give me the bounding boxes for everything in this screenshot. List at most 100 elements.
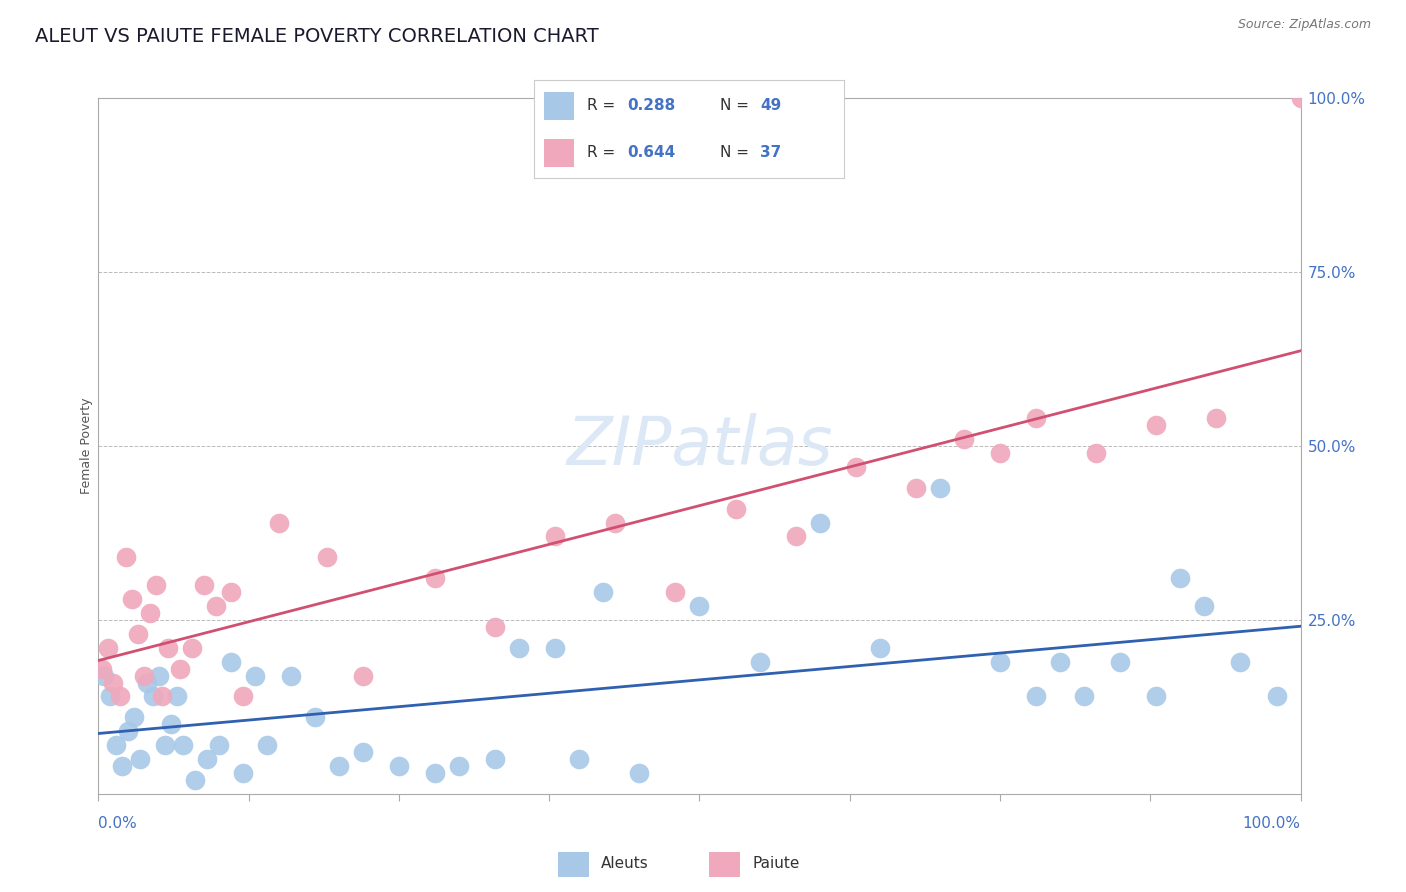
Point <box>484 752 506 766</box>
Point <box>544 640 567 655</box>
Point <box>988 655 1011 669</box>
Point <box>484 620 506 634</box>
Point <box>352 745 374 759</box>
Point <box>256 738 278 752</box>
Point <box>129 752 152 766</box>
Point <box>352 668 374 682</box>
Point <box>328 759 350 773</box>
Point <box>953 432 976 446</box>
Point <box>1025 411 1047 425</box>
Bar <box>544 139 575 167</box>
Text: N =: N = <box>720 98 754 113</box>
Point <box>1144 418 1167 433</box>
Point <box>845 459 868 474</box>
Point <box>1170 571 1192 585</box>
Point <box>1144 690 1167 704</box>
Y-axis label: Female Poverty: Female Poverty <box>80 398 93 494</box>
Point <box>127 627 149 641</box>
Point <box>1049 655 1071 669</box>
Point <box>108 690 131 704</box>
Point <box>315 550 337 565</box>
Text: 0.0%: 0.0% <box>98 816 138 831</box>
Text: 49: 49 <box>761 98 782 113</box>
Text: 0.644: 0.644 <box>627 145 675 161</box>
Point <box>232 766 254 780</box>
Point <box>243 668 266 682</box>
Bar <box>544 92 575 120</box>
Point <box>145 578 167 592</box>
Point <box>1229 655 1251 669</box>
Point <box>1085 446 1108 460</box>
Point <box>423 571 446 585</box>
Text: ALEUT VS PAIUTE FEMALE POVERTY CORRELATION CHART: ALEUT VS PAIUTE FEMALE POVERTY CORRELATI… <box>35 27 599 45</box>
Point <box>91 662 114 676</box>
Point <box>232 690 254 704</box>
Bar <box>558 852 589 877</box>
Point <box>111 759 134 773</box>
Text: Paiute: Paiute <box>752 855 800 871</box>
Point <box>181 640 204 655</box>
Point <box>159 717 181 731</box>
Point <box>105 738 128 752</box>
Point <box>101 675 124 690</box>
Text: Source: ZipAtlas.com: Source: ZipAtlas.com <box>1237 18 1371 31</box>
Point <box>1073 690 1095 704</box>
Point <box>141 690 163 704</box>
Point <box>280 668 302 682</box>
Point <box>135 675 157 690</box>
Point <box>592 585 614 599</box>
Point <box>97 640 120 655</box>
Point <box>508 640 530 655</box>
Point <box>93 668 115 682</box>
Point <box>628 766 651 780</box>
Text: Aleuts: Aleuts <box>600 855 648 871</box>
Point <box>304 710 326 724</box>
Point <box>689 599 711 613</box>
Point <box>785 529 807 543</box>
Point <box>928 481 950 495</box>
Point <box>139 606 162 620</box>
Point <box>219 655 242 669</box>
Point <box>724 501 747 516</box>
Text: 37: 37 <box>761 145 782 161</box>
Point <box>988 446 1011 460</box>
Point <box>121 592 143 607</box>
Point <box>1194 599 1216 613</box>
Point <box>1025 690 1047 704</box>
Text: R =: R = <box>586 145 620 161</box>
Text: 100.0%: 100.0% <box>1243 816 1301 831</box>
Point <box>388 759 411 773</box>
Point <box>183 772 205 787</box>
Text: 0.288: 0.288 <box>627 98 675 113</box>
Text: N =: N = <box>720 145 754 161</box>
Point <box>748 655 770 669</box>
Point <box>157 640 180 655</box>
Point <box>904 481 927 495</box>
Point <box>124 710 146 724</box>
Point <box>447 759 470 773</box>
Text: R =: R = <box>586 98 620 113</box>
Point <box>1205 411 1227 425</box>
Point <box>267 516 290 530</box>
Point <box>172 738 194 752</box>
Point <box>205 599 228 613</box>
Point <box>568 752 591 766</box>
Point <box>1289 91 1312 105</box>
Point <box>1265 690 1288 704</box>
Point <box>664 585 686 599</box>
Point <box>208 738 231 752</box>
Point <box>117 724 139 739</box>
Point <box>544 529 567 543</box>
Point <box>132 668 155 682</box>
Point <box>150 690 173 704</box>
Point <box>100 690 122 704</box>
Point <box>219 585 242 599</box>
Point <box>193 578 215 592</box>
Point <box>423 766 446 780</box>
Point <box>195 752 218 766</box>
Point <box>869 640 891 655</box>
Point <box>166 690 188 704</box>
Bar <box>709 852 740 877</box>
Point <box>115 550 138 565</box>
Point <box>169 662 191 676</box>
